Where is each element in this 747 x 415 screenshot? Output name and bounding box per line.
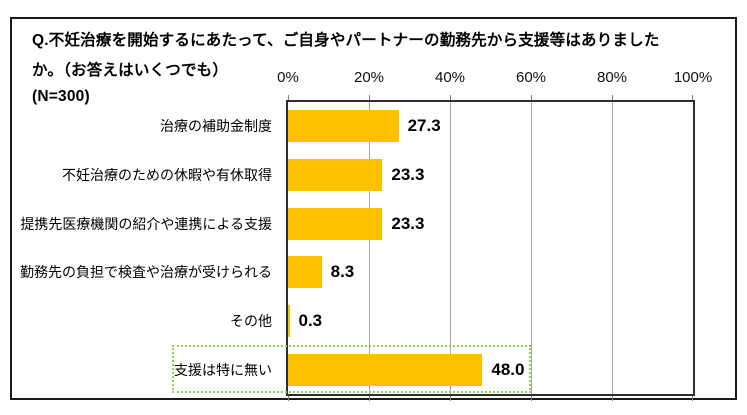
bar-5 xyxy=(288,353,483,386)
x-tick-label: 20% xyxy=(353,69,385,86)
axis-tick xyxy=(611,396,613,401)
bar-3 xyxy=(288,256,322,289)
axis-tick xyxy=(692,396,693,401)
x-tick-label: 40% xyxy=(434,69,466,86)
gridline xyxy=(530,102,532,394)
x-axis: 0% 20% 40% 60% 80% 100% xyxy=(12,19,735,398)
category-label-2: 提携先医療機関の紹介や連携による支援 xyxy=(20,215,272,232)
axis-tick xyxy=(530,396,532,401)
value-label-0: 27.3 xyxy=(407,116,441,136)
axis-tick xyxy=(288,396,289,401)
category-axis: 治療の補助金制度不妊治療のための休暇や有休取得提携先医療機関の紹介や連携による支… xyxy=(20,102,272,394)
chart-frame: Q.不妊治療を開始するにあたって、ご自身やパートナーの勤務先から支援等はありまし… xyxy=(10,17,737,401)
gridline xyxy=(611,102,613,394)
plot-area: 27.3 23.3 23.3 8.3 0.3 48.0 xyxy=(286,95,695,401)
axis-tick xyxy=(449,396,451,401)
axis-tick xyxy=(692,95,693,100)
x-tick-label: 60% xyxy=(515,69,547,86)
sample-size: (N=300) xyxy=(32,88,90,105)
axis-tick xyxy=(288,95,289,100)
axis-tick xyxy=(611,95,613,100)
category-label-1: 不妊治療のための休暇や有休取得 xyxy=(62,166,272,183)
chart-title-line1: Q.不妊治療を開始するにあたって、ご自身やパートナーの勤務先から支援等はありまし… xyxy=(32,32,660,49)
gridline xyxy=(368,102,370,394)
value-label-2: 23.3 xyxy=(391,213,425,233)
x-tick-label: 100% xyxy=(673,69,713,86)
gridline xyxy=(449,102,451,394)
category-label-5: 支援は特に無い xyxy=(174,361,272,378)
bar-1 xyxy=(288,159,383,191)
category-label-4: その他 xyxy=(230,312,272,329)
axis-tick xyxy=(449,95,451,100)
bar-2 xyxy=(288,207,383,240)
x-tick-label: 0% xyxy=(277,69,299,86)
axis-tick xyxy=(530,95,532,100)
axis-tick xyxy=(368,95,370,100)
value-label-3: 8.3 xyxy=(330,262,355,282)
category-label-3: 勤務先の負担で検査や治療が受けられる xyxy=(20,264,272,281)
bar-0 xyxy=(288,110,399,143)
axis-tick xyxy=(368,396,370,401)
chart-title-line2: か。（お答えはいくつでも） xyxy=(32,62,229,79)
value-label-5: 48.0 xyxy=(491,359,525,379)
bar-4 xyxy=(288,305,290,337)
x-tick-label: 80% xyxy=(596,69,628,86)
value-label-1: 23.3 xyxy=(391,165,425,184)
category-label-0: 治療の補助金制度 xyxy=(160,118,272,135)
value-label-4: 0.3 xyxy=(298,311,323,330)
